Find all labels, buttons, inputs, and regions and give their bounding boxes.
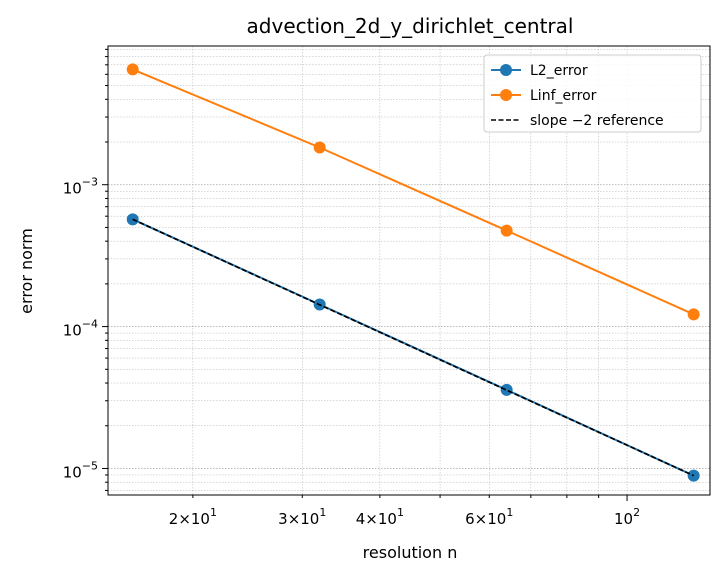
grid <box>108 46 710 495</box>
data-point-Linf_error <box>687 308 700 321</box>
y-axis-label: error norm <box>17 228 36 314</box>
plot-frame <box>107 45 711 496</box>
legend-marker-L2_error <box>500 64 512 76</box>
chart-title: advection_2d_y_dirichlet_central <box>247 14 574 38</box>
data-point-Linf_error <box>126 63 139 76</box>
y-tick-label: 10−3 <box>63 176 98 198</box>
x-axis-label: resolution n <box>363 543 458 562</box>
x-tick-label: 2×101 <box>169 506 217 528</box>
data-point-Linf_error <box>313 141 326 154</box>
legend-label: Linf_error <box>530 88 597 104</box>
plot-series <box>126 63 700 482</box>
x-tick-label: 4×101 <box>356 506 404 528</box>
series-line-Linf_error <box>132 68 695 316</box>
legend-label: slope −2 reference <box>530 113 664 129</box>
x-tick-label: 102 <box>614 506 640 528</box>
legend-box <box>483 54 702 133</box>
legend-marker-Linf_error <box>500 89 512 101</box>
series-line-reference-overlay <box>132 218 694 477</box>
axis-ticks: 2×101 3×101 4×101 6×101 102 10−5 10−4 10−3 <box>63 48 640 528</box>
x-tick-label: 6×101 <box>465 506 513 528</box>
x-tick-label: 3×101 <box>278 506 326 528</box>
data-point-Linf_error <box>500 224 513 237</box>
y-tick-label: 10−4 <box>63 318 98 340</box>
data-point-L2_error <box>687 469 700 482</box>
data-point-L2_error <box>500 383 513 396</box>
legend-label: L2_error <box>530 63 588 79</box>
y-tick-label: 10−5 <box>63 459 98 481</box>
